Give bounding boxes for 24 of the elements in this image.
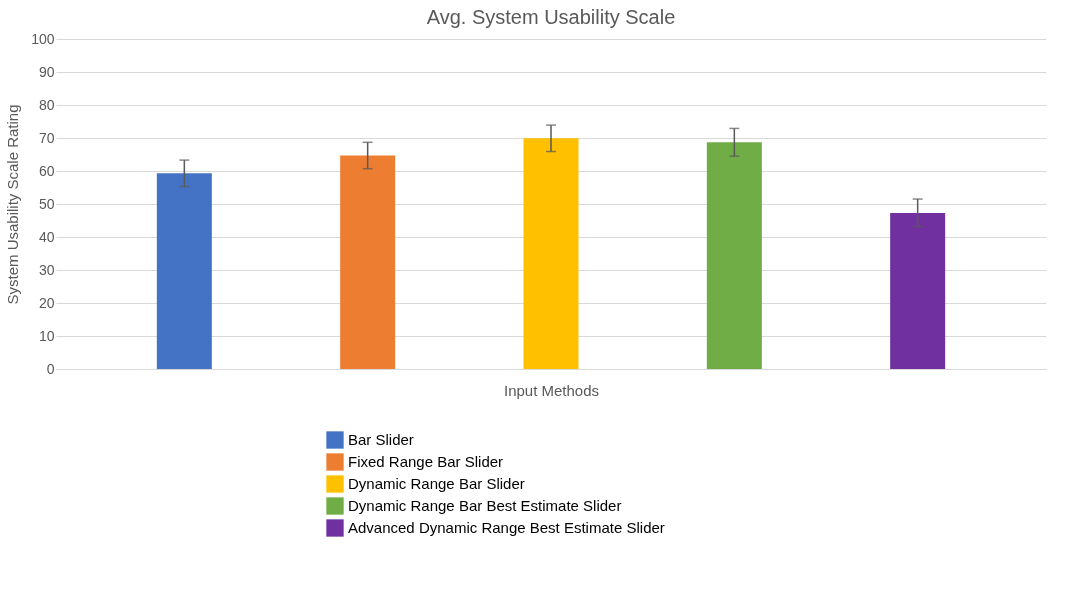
bar <box>706 142 762 369</box>
y-tick-label: 70 <box>38 129 55 146</box>
legend-label: Fixed Range Bar Slider <box>348 453 504 470</box>
y-tick-label: 60 <box>38 162 55 179</box>
legend-label: Advanced Dynamic Range Best Estimate Slider <box>348 519 665 536</box>
y-tick-label: 90 <box>38 63 55 80</box>
bar <box>523 138 579 369</box>
y-tick-label: 80 <box>38 96 55 113</box>
y-tick-label: 50 <box>38 195 55 212</box>
y-tick-label: 0 <box>46 360 55 377</box>
y-tick-label: 100 <box>31 30 55 47</box>
y-tick-label: 30 <box>38 261 55 278</box>
bar <box>340 155 396 369</box>
y-tick-label: 40 <box>38 228 55 245</box>
bar <box>156 173 212 369</box>
legend-label: Dynamic Range Bar Slider <box>348 475 525 492</box>
x-axis-title: Input Methods <box>503 381 600 399</box>
chart-title: Avg. System Usability Scale <box>426 6 676 28</box>
y-tick-label: 20 <box>38 294 55 311</box>
bar <box>890 212 946 369</box>
legend-label: Dynamic Range Bar Best Estimate Slider <box>348 497 622 514</box>
y-axis-title: System Usability Scale Rating <box>4 104 22 305</box>
legend-label: Bar Slider <box>348 431 414 448</box>
y-tick-label: 10 <box>38 327 55 344</box>
